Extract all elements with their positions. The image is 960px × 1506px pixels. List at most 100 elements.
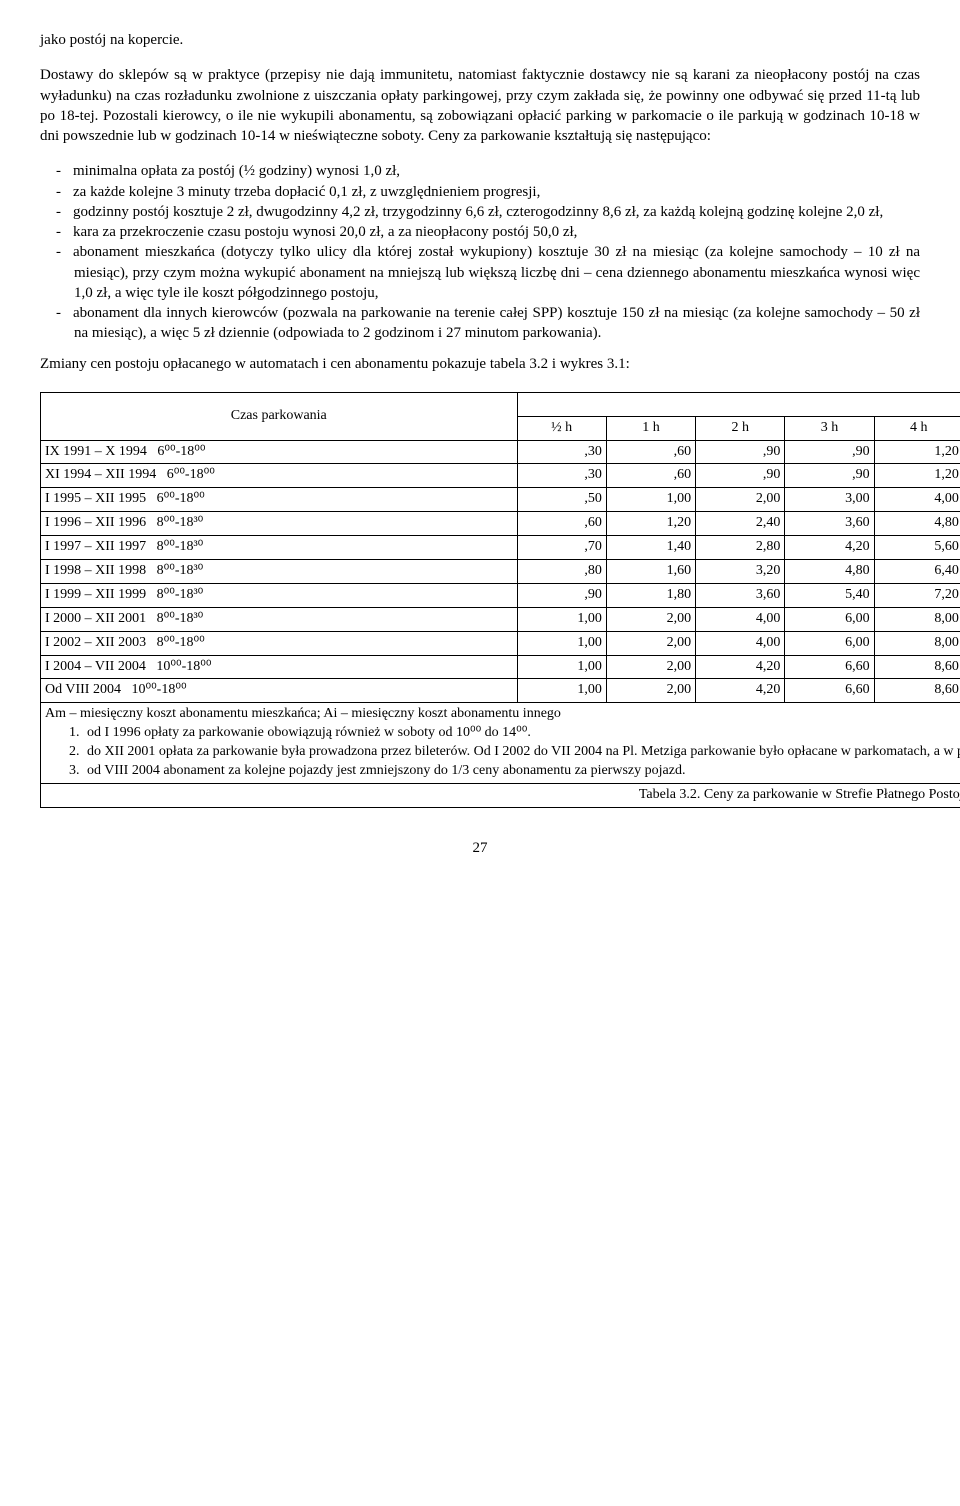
footer-note-text: Am – miesięczny koszt abonamentu mieszka… (45, 705, 960, 724)
table-cell: 1,20 (874, 464, 960, 488)
table-cell: ,80 (517, 559, 606, 583)
table-cell: 4,80 (874, 512, 960, 536)
table-row: I 1997 – XII 1997 8⁰⁰-18³⁰,701,402,804,2… (41, 536, 960, 560)
table-cell: ,90 (696, 440, 785, 464)
table-cell: 4,00 (696, 607, 785, 631)
body-paragraph: Dostawy do sklepów są w praktyce (przepi… (40, 65, 920, 146)
table-cell: ,90 (696, 464, 785, 488)
table-cell: 1,80 (606, 583, 695, 607)
table-cell: 4,00 (874, 488, 960, 512)
table-cell: 2,00 (696, 488, 785, 512)
footer-list-item: do XII 2001 opłata za parkowanie była pr… (83, 743, 960, 762)
row-label: I 2002 – XII 2003 8⁰⁰-18⁰⁰ (41, 631, 518, 655)
table-cell: 6,40 (874, 559, 960, 583)
table-cell: 4,80 (785, 559, 874, 583)
table-cell: 4,20 (696, 655, 785, 679)
column-header: ½ h (517, 416, 606, 440)
table-cell: 4,20 (696, 679, 785, 703)
table-caption: Tabela 3.2. Ceny za parkowanie w Strefie… (41, 783, 960, 807)
table-cell: 8,60 (874, 655, 960, 679)
after-list-paragraph: Zmiany cen postoju opłacanego w automata… (40, 354, 920, 374)
table-cell: ,50 (517, 488, 606, 512)
fees-table: Czas parkowania Opłata za parkowanie ½ h… (40, 392, 960, 808)
table-cell: 5,40 (785, 583, 874, 607)
table-row: XI 1994 – XII 1994 6⁰⁰-18⁰⁰,30,60,90,901… (41, 464, 960, 488)
price-bullet-item: abonament dla innych kierowców (pozwala … (40, 303, 920, 344)
table-cell: 5,60 (874, 536, 960, 560)
row-label: IX 1991 – X 1994 6⁰⁰-18⁰⁰ (41, 440, 518, 464)
row-label: XI 1994 – XII 1994 6⁰⁰-18⁰⁰ (41, 464, 518, 488)
table-row: I 1996 – XII 1996 8⁰⁰-18³⁰,601,202,403,6… (41, 512, 960, 536)
table-row: I 1995 – XII 1995 6⁰⁰-18⁰⁰,501,002,003,0… (41, 488, 960, 512)
price-bullet-item: za każde kolejne 3 minuty trzeba dopłaci… (40, 182, 920, 202)
footer-ordered-list: od I 1996 opłaty za parkowanie obowiązuj… (45, 724, 960, 781)
table-cell: 2,40 (696, 512, 785, 536)
table-cell: 6,60 (785, 679, 874, 703)
row-label: I 1999 – XII 1999 8⁰⁰-18³⁰ (41, 583, 518, 607)
column-header: 1 h (606, 416, 695, 440)
table-cell: 1,20 (874, 440, 960, 464)
price-bullet-item: godzinny postój kosztuje 2 zł, dwugodzin… (40, 202, 920, 222)
footer-list-item: od I 1996 opłaty za parkowanie obowiązuj… (83, 724, 960, 743)
table-cell: 6,00 (785, 631, 874, 655)
table-cell: 1,60 (606, 559, 695, 583)
table-cell: 1,00 (517, 631, 606, 655)
footer-list-item: od VIII 2004 abonament za kolejne pojazd… (83, 762, 960, 781)
table-cell: ,30 (517, 464, 606, 488)
table-cell: 8,00 (874, 631, 960, 655)
table-row: I 2000 – XII 2001 8⁰⁰-18³⁰1,002,004,006,… (41, 607, 960, 631)
table-row: I 1999 – XII 1999 8⁰⁰-18³⁰,901,803,605,4… (41, 583, 960, 607)
table-cell: 3,00 (785, 488, 874, 512)
table-cell: ,70 (517, 536, 606, 560)
table-cell: ,90 (785, 440, 874, 464)
table-cell: 8,60 (874, 679, 960, 703)
table-row: Od VIII 2004 10⁰⁰-18⁰⁰1,002,004,206,608,… (41, 679, 960, 703)
row-label: Od VIII 2004 10⁰⁰-18⁰⁰ (41, 679, 518, 703)
table-cell: 2,00 (606, 679, 695, 703)
row-label: I 2000 – XII 2001 8⁰⁰-18³⁰ (41, 607, 518, 631)
table-cell: 6,00 (785, 607, 874, 631)
price-bullet-item: abonament mieszkańca (dotyczy tylko ulic… (40, 242, 920, 303)
table-cell: 1,00 (517, 607, 606, 631)
table-cell: 1,20 (606, 512, 695, 536)
table-cell: 1,00 (517, 655, 606, 679)
table-cell: ,90 (517, 583, 606, 607)
table-cell: 3,20 (696, 559, 785, 583)
column-header: 4 h (874, 416, 960, 440)
column-header: 3 h (785, 416, 874, 440)
table-cell: 2,00 (606, 631, 695, 655)
price-bullet-item: kara za przekroczenie czasu postoju wyno… (40, 222, 920, 242)
table-cell: ,30 (517, 440, 606, 464)
row-label: I 1995 – XII 1995 6⁰⁰-18⁰⁰ (41, 488, 518, 512)
table-cell: 2,00 (606, 655, 695, 679)
table-cell: 1,40 (606, 536, 695, 560)
row-label: I 2004 – VII 2004 10⁰⁰-18⁰⁰ (41, 655, 518, 679)
table-cell: ,60 (517, 512, 606, 536)
table-title: Opłata za parkowanie (517, 392, 960, 416)
table-cell: 3,60 (785, 512, 874, 536)
table-cell: ,60 (606, 464, 695, 488)
table-cell: 4,00 (696, 631, 785, 655)
table-cell: 2,00 (606, 607, 695, 631)
table-cell: 3,60 (696, 583, 785, 607)
table-cell: 2,80 (696, 536, 785, 560)
table-cell: 4,20 (785, 536, 874, 560)
price-bullet-item: minimalna opłata za postój (½ godziny) w… (40, 161, 920, 181)
table-cell: ,60 (606, 440, 695, 464)
column-header: 2 h (696, 416, 785, 440)
intro-line: jako postój na kopercie. (40, 30, 920, 50)
row-label: I 1996 – XII 1996 8⁰⁰-18³⁰ (41, 512, 518, 536)
table-row: I 2002 – XII 2003 8⁰⁰-18⁰⁰1,002,004,006,… (41, 631, 960, 655)
footer-note: Am – miesięczny koszt abonamentu mieszka… (41, 703, 960, 784)
table-cell: 7,20 (874, 583, 960, 607)
table-cell: 1,00 (517, 679, 606, 703)
table-cell: 1,00 (606, 488, 695, 512)
row-label: I 1997 – XII 1997 8⁰⁰-18³⁰ (41, 536, 518, 560)
table-cell: 6,60 (785, 655, 874, 679)
table-row: IX 1991 – X 1994 6⁰⁰-18⁰⁰,30,60,90,901,2… (41, 440, 960, 464)
table-cell: 8,00 (874, 607, 960, 631)
page-number: 27 (40, 838, 920, 858)
row-label-header: Czas parkowania (41, 392, 518, 440)
row-label: I 1998 – XII 1998 8⁰⁰-18³⁰ (41, 559, 518, 583)
table-cell: ,90 (785, 464, 874, 488)
